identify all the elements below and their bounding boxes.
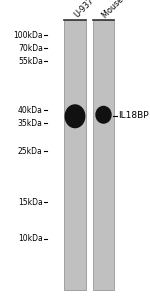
Ellipse shape [96,106,111,123]
Text: 55kDa: 55kDa [18,56,43,66]
Ellipse shape [65,105,85,128]
Bar [93,20,114,290]
Text: 100kDa: 100kDa [13,31,43,40]
Text: 25kDa: 25kDa [18,146,43,156]
Text: Mouse thymus: Mouse thymus [100,0,148,20]
Bar [64,20,86,290]
Text: 35kDa: 35kDa [18,119,43,128]
Text: 70kDa: 70kDa [18,44,43,53]
Text: 15kDa: 15kDa [18,198,43,207]
Text: 10kDa: 10kDa [18,234,43,243]
Text: IL18BP: IL18BP [118,111,149,120]
Text: 40kDa: 40kDa [18,106,43,115]
Text: U-937: U-937 [72,0,95,20]
